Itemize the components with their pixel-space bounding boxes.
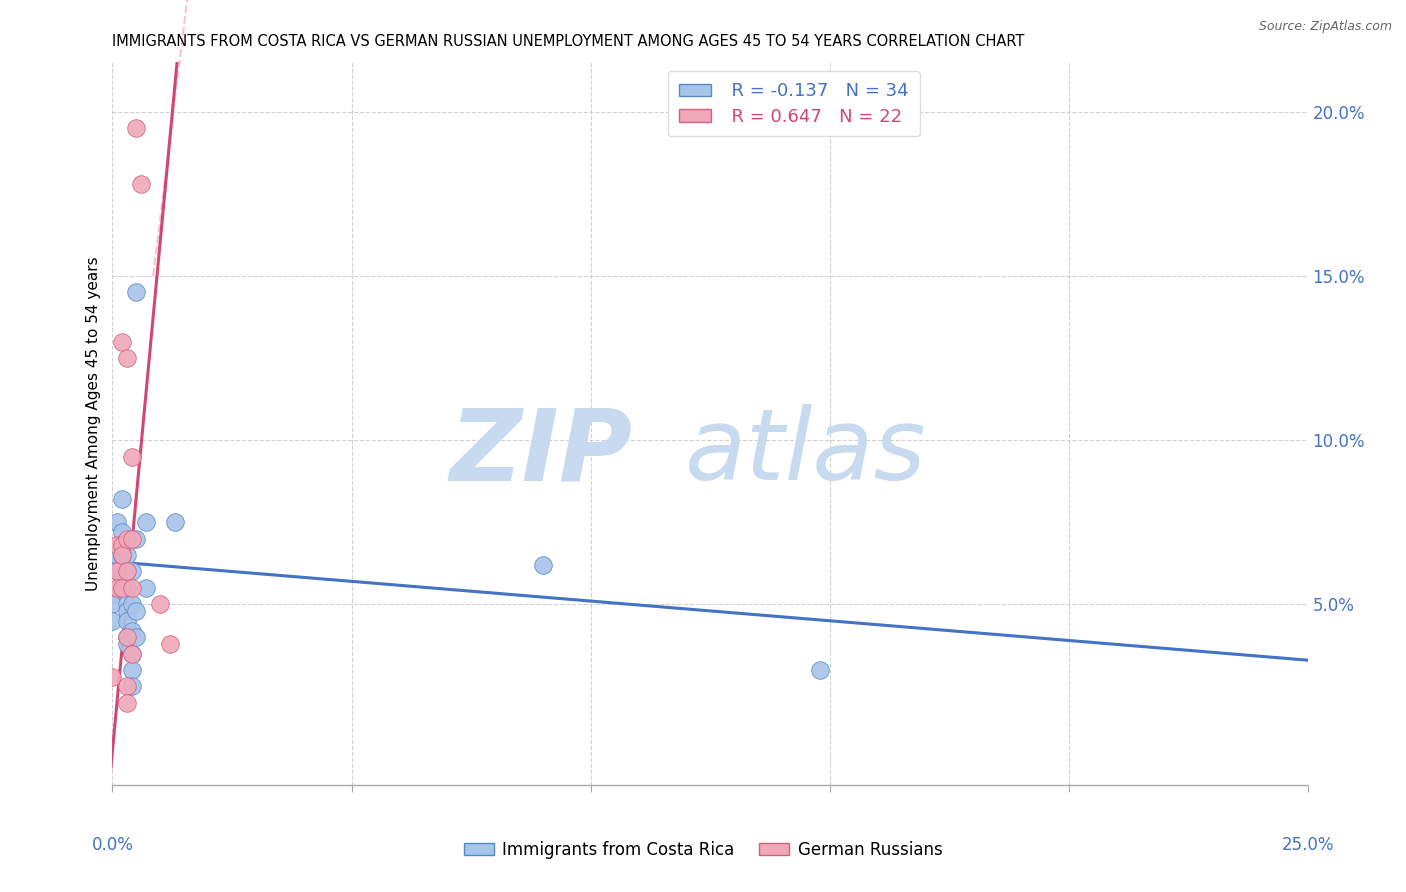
Point: [121, 647, 143, 661]
Legend:   R = -0.137   N = 34,   R = 0.647   N = 22: R = -0.137 N = 34, R = 0.647 N = 22: [668, 71, 920, 136]
Point: [125, 630, 148, 644]
Point: [121, 680, 143, 694]
Point: [121, 624, 143, 638]
Point: [159, 637, 181, 651]
Point: [101, 614, 124, 628]
Point: [101, 561, 124, 575]
Point: [111, 538, 134, 552]
Point: [105, 565, 128, 579]
Text: Source: ZipAtlas.com: Source: ZipAtlas.com: [1258, 20, 1392, 33]
Point: [121, 598, 143, 612]
Point: [111, 548, 134, 562]
Point: [121, 565, 143, 579]
Point: [105, 565, 128, 579]
Text: 0.0%: 0.0%: [91, 836, 134, 854]
Y-axis label: Unemployment Among Ages 45 to 54 years: Unemployment Among Ages 45 to 54 years: [86, 256, 101, 591]
Point: [531, 558, 554, 572]
Point: [115, 680, 138, 694]
Point: [105, 538, 128, 552]
Point: [101, 669, 124, 683]
Point: [115, 696, 138, 710]
Point: [115, 532, 138, 546]
Point: [125, 121, 148, 136]
Point: [121, 450, 143, 464]
Point: [115, 614, 138, 628]
Point: [121, 581, 143, 595]
Point: [115, 581, 138, 595]
Text: ZIP: ZIP: [450, 404, 633, 501]
Text: 25.0%: 25.0%: [1281, 836, 1334, 854]
Point: [149, 598, 172, 612]
Point: [115, 630, 138, 644]
Point: [101, 598, 124, 612]
Point: [115, 604, 138, 618]
Point: [115, 565, 138, 579]
Point: [135, 581, 157, 595]
Point: [115, 637, 138, 651]
Point: [115, 630, 138, 644]
Point: [111, 548, 134, 562]
Point: [101, 587, 124, 601]
Point: [111, 334, 134, 349]
Point: [115, 351, 138, 365]
Point: [115, 565, 138, 579]
Point: [105, 581, 128, 595]
Text: atlas: atlas: [685, 404, 927, 501]
Point: [125, 604, 148, 618]
Point: [115, 548, 138, 562]
Point: [111, 571, 134, 585]
Point: [111, 524, 134, 539]
Point: [105, 548, 128, 562]
Point: [163, 515, 186, 529]
Point: [808, 663, 831, 677]
Text: IMMIGRANTS FROM COSTA RICA VS GERMAN RUSSIAN UNEMPLOYMENT AMONG AGES 45 TO 54 YE: IMMIGRANTS FROM COSTA RICA VS GERMAN RUS…: [112, 34, 1025, 49]
Legend: Immigrants from Costa Rica, German Russians: Immigrants from Costa Rica, German Russi…: [457, 835, 949, 866]
Point: [129, 177, 152, 191]
Point: [121, 663, 143, 677]
Point: [121, 532, 143, 546]
Point: [121, 647, 143, 661]
Point: [105, 515, 128, 529]
Point: [125, 285, 148, 300]
Point: [115, 598, 138, 612]
Point: [135, 515, 157, 529]
Point: [111, 492, 134, 507]
Point: [125, 532, 148, 546]
Point: [111, 581, 134, 595]
